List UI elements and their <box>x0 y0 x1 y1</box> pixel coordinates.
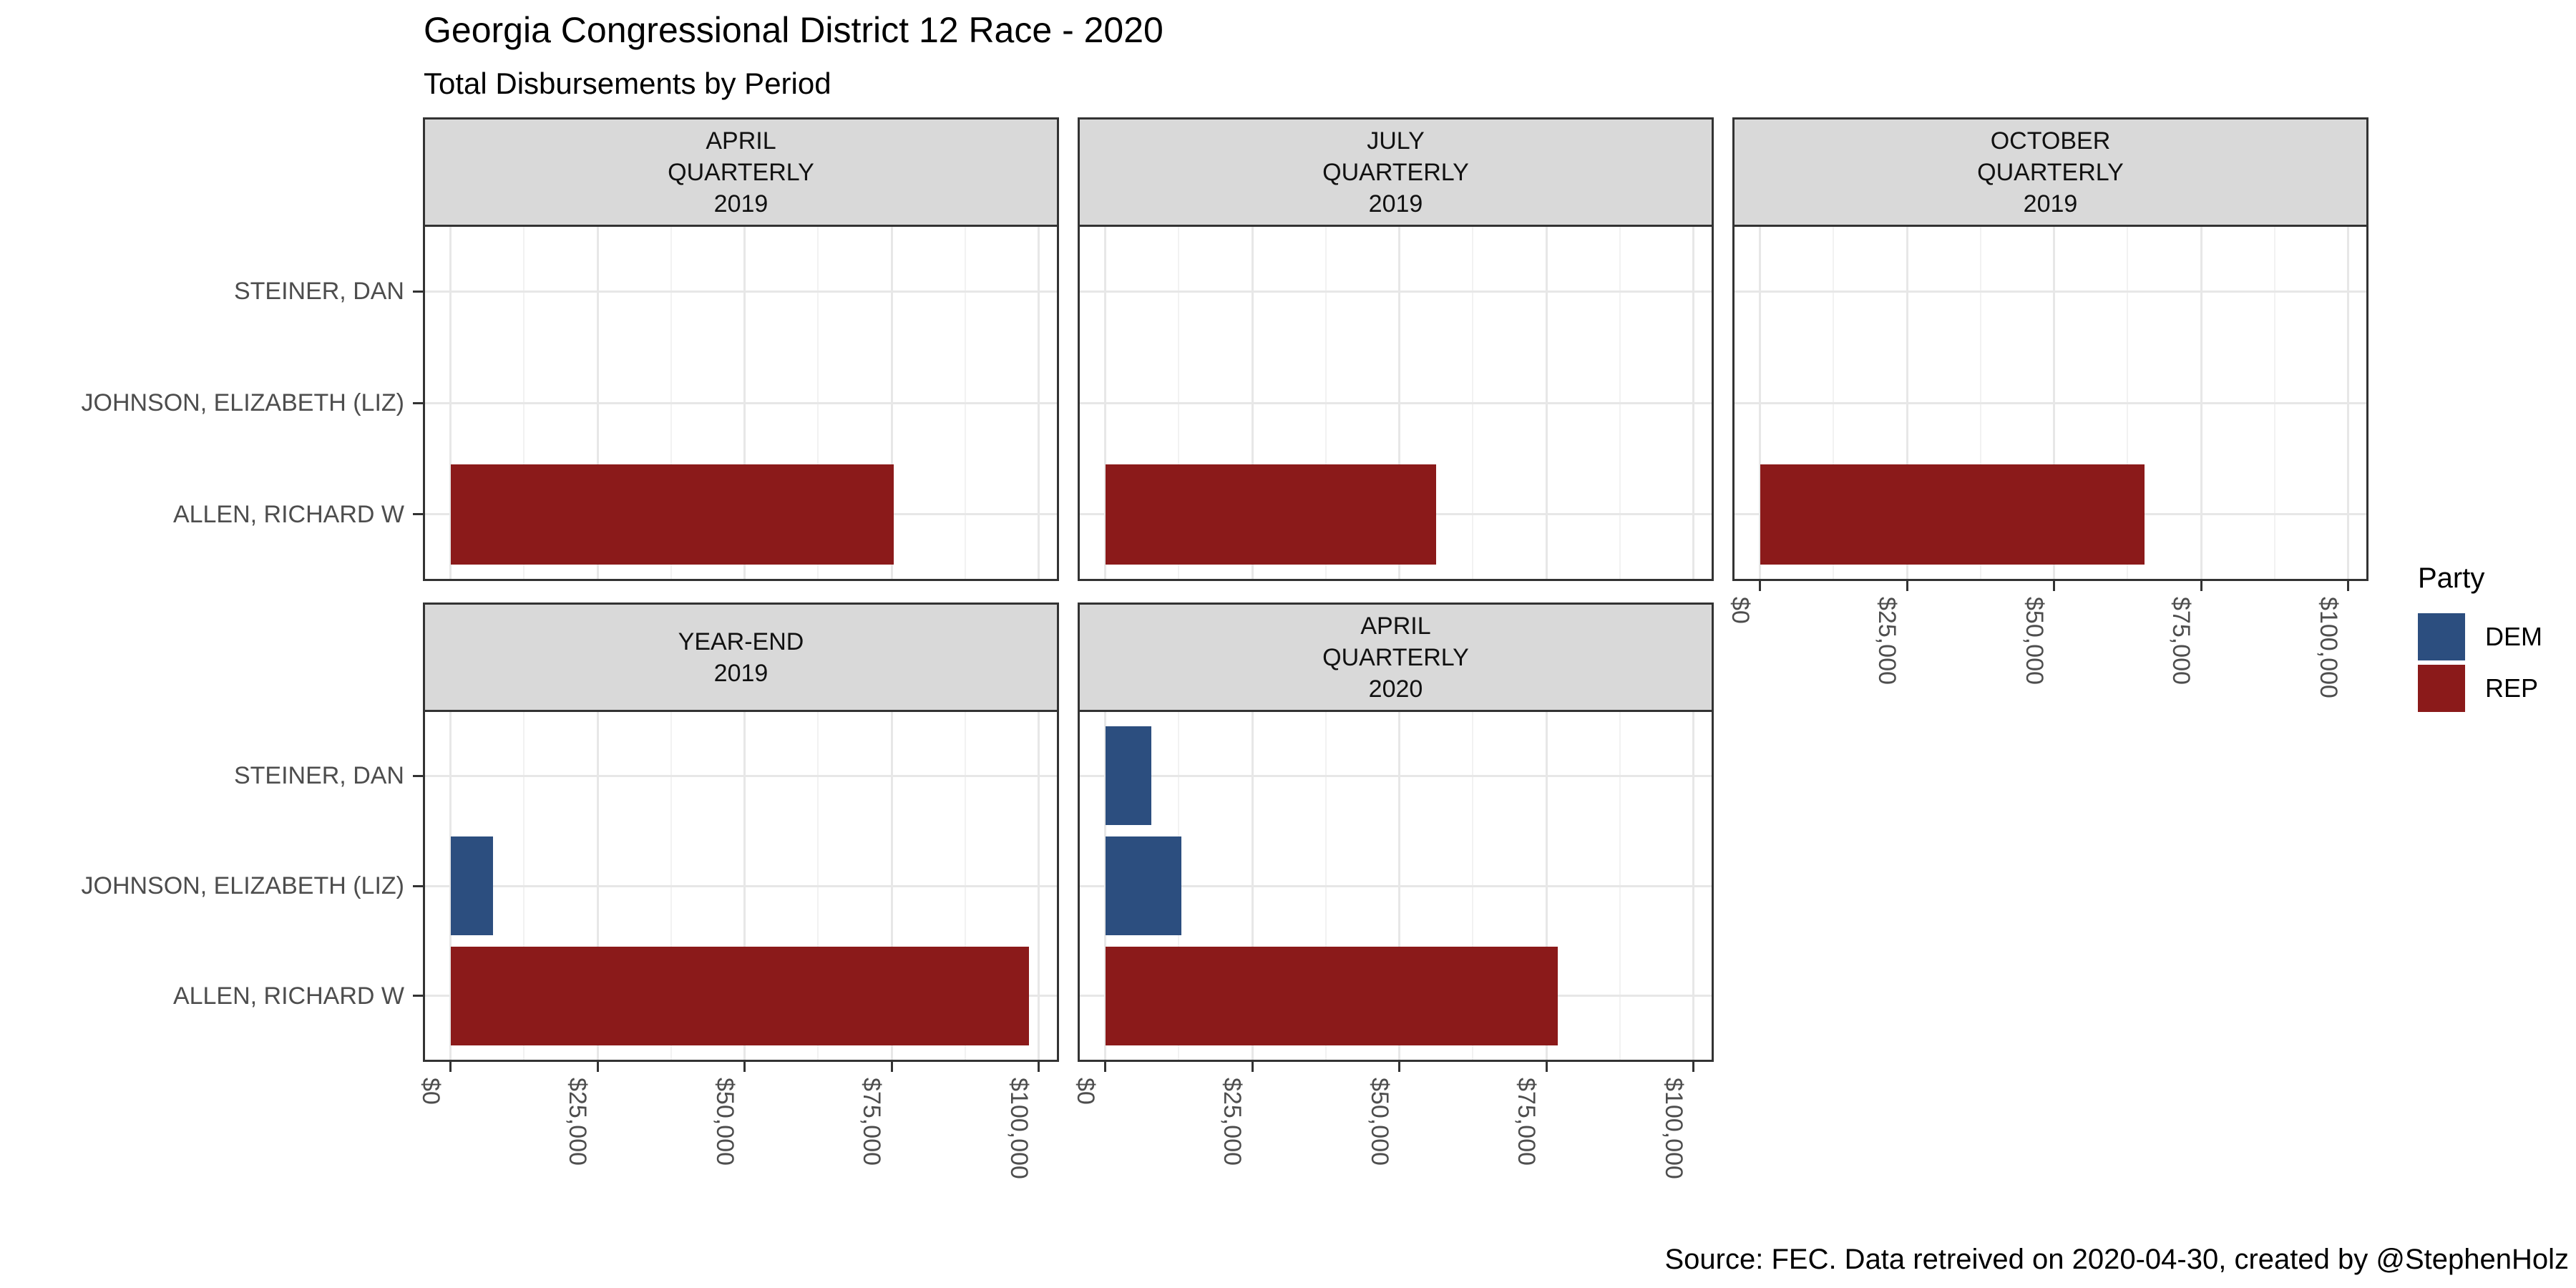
x-tick-mark <box>1759 581 1761 591</box>
gridline-major-h <box>423 401 1059 404</box>
x-tick-mark <box>1692 1062 1694 1072</box>
facet-strip-label-line: YEAR-END <box>678 628 804 655</box>
x-tick-label: $0 <box>1726 597 1754 624</box>
y-axis-label: JOHNSON, ELIZABETH (LIZ) <box>81 872 405 899</box>
y-axis-label: ALLEN, RICHARD W <box>172 982 404 1010</box>
gridline-major-h <box>1078 774 1714 777</box>
y-axis-label: STEINER, DAN <box>233 762 404 790</box>
bar-rep <box>1760 464 2145 565</box>
facet-strip-label-line: QUARTERLY <box>1977 158 2124 186</box>
bar-dem <box>1105 726 1152 826</box>
y-tick-mark <box>413 290 423 293</box>
bar-dem <box>1105 836 1182 936</box>
x-tick-mark <box>2200 581 2202 591</box>
x-tick-mark <box>2053 581 2055 591</box>
x-tick-mark <box>1906 581 1908 591</box>
facet-strip-label-line: 2019 <box>2023 190 2078 218</box>
x-tick-label: $50,000 <box>2020 597 2048 685</box>
bar-dem <box>450 836 493 936</box>
x-tick-mark <box>1398 1062 1400 1072</box>
legend-swatch-rep-icon <box>2418 665 2465 712</box>
x-tick-label: $0 <box>416 1078 444 1105</box>
x-tick-label: $100,000 <box>1005 1078 1033 1179</box>
facet-strip-label-line: APRIL <box>706 127 776 155</box>
x-tick-mark <box>2347 581 2349 591</box>
facet-strip-label-line: JULY <box>1367 127 1425 155</box>
facet-strip-label-line: 2019 <box>1368 190 1423 218</box>
legend: Party DEM REP <box>2418 562 2542 716</box>
facet-strip: APRIL QUARTERLY 2019 <box>423 117 1059 227</box>
bar-rep <box>1105 464 1437 565</box>
x-tick-label: $25,000 <box>1873 597 1901 685</box>
chart-subtitle: Total Disbursements by Period <box>424 67 831 100</box>
y-axis-label: STEINER, DAN <box>233 278 404 306</box>
x-tick-mark <box>1251 1062 1254 1072</box>
gridline-major-h <box>1078 884 1714 887</box>
x-tick-label: $75,000 <box>858 1078 885 1166</box>
chart-title: Georgia Congressional District 12 Race -… <box>424 10 1163 50</box>
facet-strip-label-line: APRIL <box>1360 612 1431 640</box>
x-tick-mark <box>743 1062 746 1072</box>
x-tick-mark <box>890 1062 893 1072</box>
x-tick-label: $25,000 <box>564 1078 591 1166</box>
x-tick-label: $75,000 <box>1513 1078 1540 1166</box>
y-tick-mark <box>413 513 423 516</box>
source-caption: Source: FEC. Data retreived on 2020-04-3… <box>1664 1244 2569 1275</box>
y-tick-mark <box>413 995 423 997</box>
legend-label-dem: DEM <box>2485 622 2542 651</box>
legend-item-dem: DEM <box>2418 613 2542 660</box>
legend-title: Party <box>2418 562 2485 594</box>
y-tick-mark <box>413 884 423 887</box>
facet-strip-label-line: QUARTERLY <box>1322 643 1469 671</box>
gridline-major-h <box>423 290 1059 293</box>
facet-strip: JULY QUARTERLY 2019 <box>1078 117 1714 227</box>
facet-strip-label-line: 2019 <box>713 659 769 687</box>
x-tick-mark <box>596 1062 599 1072</box>
facet-strip-label-line: QUARTERLY <box>668 158 814 186</box>
legend-label-rep: REP <box>2485 673 2539 703</box>
bar-rep <box>1105 946 1558 1045</box>
y-tick-mark <box>413 774 423 777</box>
facet-strip: YEAR-END 2019 <box>423 602 1059 712</box>
gridline-major-h <box>1078 401 1714 404</box>
x-tick-label: $50,000 <box>711 1078 738 1166</box>
facet-strip-label-line: 2019 <box>713 190 769 218</box>
bar-rep <box>450 464 894 565</box>
y-axis-label: ALLEN, RICHARD W <box>172 500 404 528</box>
x-tick-mark <box>1038 1062 1040 1072</box>
facet-strip-label-line: QUARTERLY <box>1322 158 1469 186</box>
facet-strip: APRIL QUARTERLY 2020 <box>1078 602 1714 712</box>
y-axis-label: JOHNSON, ELIZABETH (LIZ) <box>81 389 405 416</box>
x-tick-mark <box>1104 1062 1106 1072</box>
legend-item-rep: REP <box>2418 665 2542 712</box>
gridline-major-h <box>423 774 1059 777</box>
x-tick-label: $0 <box>1071 1078 1099 1105</box>
legend-swatch-dem-icon <box>2418 613 2465 660</box>
x-tick-label: $100,000 <box>2314 597 2342 698</box>
gridline-major-h <box>1732 401 2368 404</box>
x-tick-mark <box>1545 1062 1548 1072</box>
gridline-major-h <box>423 884 1059 887</box>
x-tick-label: $100,000 <box>1659 1078 1687 1179</box>
facet-strip-label-line: 2020 <box>1368 675 1423 703</box>
y-tick-mark <box>413 401 423 404</box>
facet-strip-label-line: OCTOBER <box>1990 127 2111 155</box>
x-tick-label: $75,000 <box>2167 597 2195 685</box>
x-tick-mark <box>449 1062 452 1072</box>
bar-rep <box>450 946 1030 1045</box>
gridline-major-h <box>1732 290 2368 293</box>
gridline-major-h <box>1078 290 1714 293</box>
facet-strip: OCTOBER QUARTERLY 2019 <box>1732 117 2368 227</box>
x-tick-label: $50,000 <box>1365 1078 1393 1166</box>
x-tick-label: $25,000 <box>1219 1078 1246 1166</box>
